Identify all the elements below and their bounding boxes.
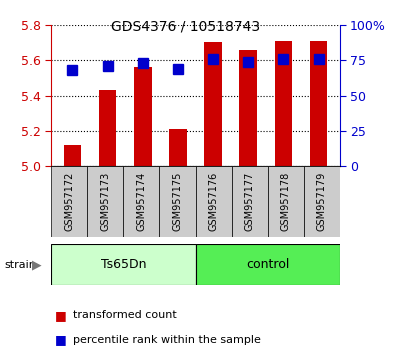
Text: GSM957178: GSM957178 [280,172,291,232]
Bar [204,42,222,166]
Bar [64,145,81,166]
Bar [196,244,340,285]
Text: strain: strain [4,259,36,270]
Bar [51,244,196,285]
Bar [87,166,123,237]
Text: percentile rank within the sample: percentile rank within the sample [73,335,261,345]
Text: ■: ■ [55,333,67,346]
Text: GSM957175: GSM957175 [173,172,182,232]
Text: ▶: ▶ [32,258,42,271]
Text: GDS4376 / 10518743: GDS4376 / 10518743 [111,19,260,34]
Bar [123,166,160,237]
Text: transformed count: transformed count [73,310,177,320]
Text: GSM957177: GSM957177 [245,172,255,232]
Text: ■: ■ [55,309,67,321]
Bar [196,166,231,237]
Bar [268,166,304,237]
Bar [275,41,292,166]
Text: GSM957174: GSM957174 [136,172,147,232]
Text: GSM957173: GSM957173 [100,172,111,232]
Text: control: control [246,258,289,271]
Bar [169,129,187,166]
Text: GSM957176: GSM957176 [209,172,218,232]
Bar [51,166,87,237]
Text: GSM957179: GSM957179 [317,172,327,232]
Bar [160,166,196,237]
Bar [134,67,152,166]
Bar [310,41,327,166]
Bar [304,166,340,237]
Bar [231,166,268,237]
Bar [99,90,117,166]
Text: Ts65Dn: Ts65Dn [101,258,146,271]
Text: GSM957172: GSM957172 [64,172,74,232]
Bar [239,50,257,166]
